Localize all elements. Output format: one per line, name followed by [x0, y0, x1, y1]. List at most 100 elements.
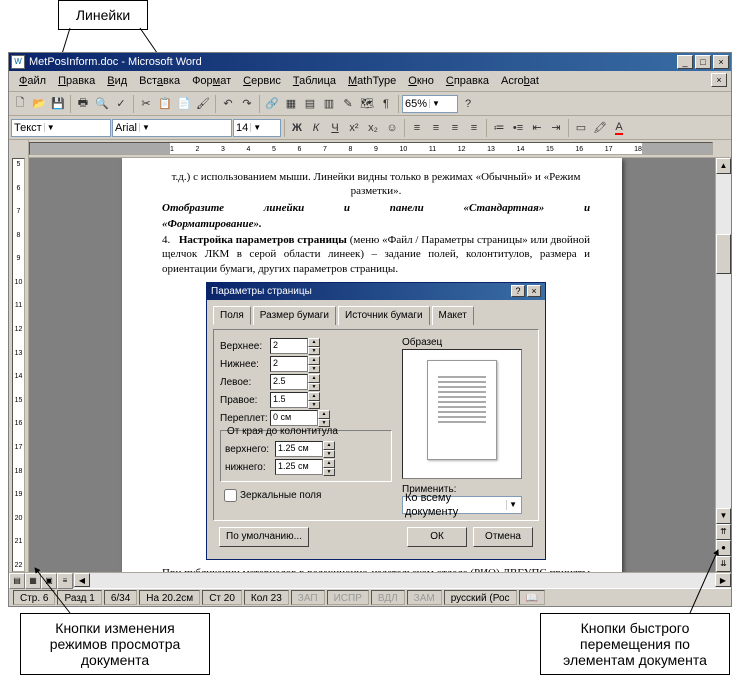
close-button[interactable]: ×: [713, 55, 729, 69]
hruler-track[interactable]: 123456789101112131415161718: [29, 142, 713, 155]
link-icon[interactable]: 🔗: [263, 95, 281, 113]
dialog-help-button[interactable]: ?: [511, 285, 525, 297]
copy-icon[interactable]: 📋: [156, 95, 174, 113]
minimize-button[interactable]: _: [677, 55, 693, 69]
chk-mirror[interactable]: [224, 489, 237, 502]
preview-icon[interactable]: 🔍: [93, 95, 111, 113]
scroll-thumb[interactable]: [716, 234, 731, 274]
map-icon[interactable]: 🗺: [358, 95, 376, 113]
view-web-icon[interactable]: ▦: [25, 573, 41, 589]
border-icon[interactable]: ▭: [572, 119, 590, 137]
hscroll-left-icon[interactable]: ◀: [74, 573, 90, 587]
highlight-icon[interactable]: 🖍: [591, 119, 609, 137]
tab-layout[interactable]: Макет: [432, 306, 474, 325]
doc-p1: т.д.) с использованием мыши. Линейки вид…: [162, 170, 590, 199]
align-left-icon[interactable]: ≡: [408, 119, 426, 137]
fld-header[interactable]: 1.25 см: [275, 441, 323, 457]
vertical-scrollbar[interactable]: ▲ ▼ ⇈ ● ⇊: [715, 158, 731, 572]
align-right-icon[interactable]: ≡: [446, 119, 464, 137]
paste-icon[interactable]: 📄: [175, 95, 193, 113]
outdent-icon[interactable]: ⇤: [528, 119, 546, 137]
fld-footer[interactable]: 1.25 см: [275, 459, 323, 475]
page[interactable]: т.д.) с использованием мыши. Линейки вид…: [122, 158, 622, 572]
menu-edit[interactable]: Правка: [52, 73, 101, 89]
horizontal-ruler[interactable]: 123456789101112131415161718: [9, 140, 731, 158]
fld-right[interactable]: 1.5: [270, 392, 308, 408]
menu-tools[interactable]: Сервис: [237, 73, 287, 89]
align-justify-icon[interactable]: ≡: [465, 119, 483, 137]
default-button[interactable]: По умолчанию...: [219, 527, 309, 547]
excel-icon[interactable]: ▤: [301, 95, 319, 113]
undo-icon[interactable]: ↶: [219, 95, 237, 113]
bold-icon[interactable]: Ж: [288, 119, 306, 137]
fld-top[interactable]: 2: [270, 338, 308, 354]
cancel-button[interactable]: Отмена: [473, 527, 533, 547]
apply-combo[interactable]: Ко всему документу▼: [402, 496, 522, 514]
next-page-icon[interactable]: ⇊: [716, 556, 731, 572]
underline-icon[interactable]: Ч: [326, 119, 344, 137]
smile-icon[interactable]: ☺: [383, 119, 401, 137]
size-combo[interactable]: 14 ▼: [233, 119, 281, 137]
menu-file[interactable]: Файл: [13, 73, 52, 89]
horizontal-scrollbar[interactable]: ◀ ▶: [74, 573, 731, 588]
cut-icon[interactable]: ✂: [137, 95, 155, 113]
menu-format[interactable]: Формат: [186, 73, 237, 89]
menu-acrobat[interactable]: Acrobat: [495, 73, 545, 89]
sub-icon[interactable]: x₂: [364, 119, 382, 137]
preview-box: [402, 349, 522, 479]
menu-window[interactable]: Окно: [402, 73, 440, 89]
menu-insert[interactable]: Вставка: [133, 73, 186, 89]
view-print-icon[interactable]: ▣: [41, 573, 57, 589]
style-combo[interactable]: Текст ▼: [11, 119, 111, 137]
italic-icon[interactable]: К: [307, 119, 325, 137]
lbl-left: Левое:: [220, 376, 270, 389]
tab-paper-source[interactable]: Источник бумаги: [338, 306, 430, 325]
print-icon[interactable]: 🖶: [74, 95, 92, 113]
vertical-ruler[interactable]: 5678910111213141516171819202122: [9, 158, 29, 572]
tab-paper-size[interactable]: Размер бумаги: [253, 306, 336, 325]
indent-icon[interactable]: ⇥: [547, 119, 565, 137]
font-color-icon[interactable]: A: [610, 119, 628, 137]
view-outline-icon[interactable]: ≡: [57, 573, 73, 589]
spell-icon[interactable]: ✓: [112, 95, 130, 113]
font-combo[interactable]: Arial ▼: [112, 119, 232, 137]
pilcrow-icon[interactable]: ¶: [377, 95, 395, 113]
columns-icon[interactable]: ▥: [320, 95, 338, 113]
tab-margins[interactable]: Поля: [213, 306, 251, 325]
maximize-button[interactable]: □: [695, 55, 711, 69]
prev-page-icon[interactable]: ⇈: [716, 524, 731, 540]
format-painter-icon[interactable]: 🖌: [194, 95, 212, 113]
doc-close-button[interactable]: ×: [711, 73, 727, 87]
hscroll-right-icon[interactable]: ▶: [715, 573, 731, 587]
callout-rulers-text: Линейки: [76, 7, 130, 23]
fld-left[interactable]: 2.5: [270, 374, 308, 390]
menu-mathtype[interactable]: MathType: [342, 73, 402, 89]
dialog-close-button[interactable]: ×: [527, 285, 541, 297]
scroll-up-icon[interactable]: ▲: [716, 158, 731, 174]
fld-bottom[interactable]: 2: [270, 356, 308, 372]
zoom-combo[interactable]: 65% ▼: [402, 95, 458, 113]
status-book-icon[interactable]: 📖: [519, 590, 545, 605]
redo-icon[interactable]: ↷: [238, 95, 256, 113]
open-icon[interactable]: 📂: [30, 95, 48, 113]
document-viewport[interactable]: т.д.) с использованием мыши. Линейки вид…: [29, 158, 715, 572]
new-doc-icon[interactable]: 🗋: [11, 95, 29, 113]
super-icon[interactable]: x²: [345, 119, 363, 137]
menu-table[interactable]: Таблица: [287, 73, 342, 89]
menu-view[interactable]: Вид: [101, 73, 133, 89]
align-center-icon[interactable]: ≡: [427, 119, 445, 137]
ok-button[interactable]: ОК: [407, 527, 467, 547]
table-icon[interactable]: ▦: [282, 95, 300, 113]
callout-nav-buttons-text: Кнопки быстрого перемещения по элементам…: [563, 620, 707, 668]
browse-object-icon[interactable]: ●: [716, 540, 731, 556]
callout-view-buttons-text: Кнопки изменения режимов просмотра докум…: [50, 620, 181, 668]
save-icon[interactable]: 💾: [49, 95, 67, 113]
scroll-down-icon[interactable]: ▼: [716, 508, 731, 524]
help-icon[interactable]: ?: [459, 95, 477, 113]
view-normal-icon[interactable]: ▤: [9, 573, 25, 589]
fld-gutter[interactable]: 0 см: [270, 410, 318, 426]
bul-list-icon[interactable]: •≡: [509, 119, 527, 137]
menu-help[interactable]: Справка: [440, 73, 495, 89]
drawing-icon[interactable]: ✎: [339, 95, 357, 113]
num-list-icon[interactable]: ≔: [490, 119, 508, 137]
